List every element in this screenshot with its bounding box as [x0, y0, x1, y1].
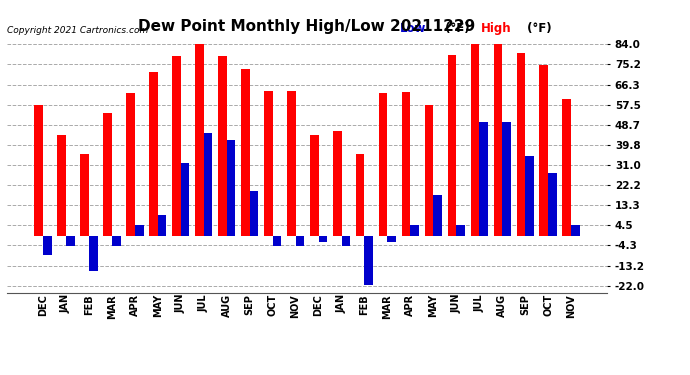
Bar — [433, 195, 442, 236]
Bar — [126, 93, 135, 236]
Bar — [264, 91, 273, 236]
Bar — [471, 44, 480, 236]
Bar — [287, 91, 295, 236]
Bar — [424, 105, 433, 236]
Bar — [319, 236, 327, 242]
Bar — [195, 44, 204, 236]
Bar — [43, 236, 52, 255]
Bar — [342, 236, 351, 246]
Text: High: High — [481, 22, 512, 35]
Title: Dew Point Monthly High/Low 20211229: Dew Point Monthly High/Low 20211229 — [139, 18, 475, 33]
Bar — [525, 156, 534, 236]
Bar — [356, 154, 364, 236]
Bar — [181, 163, 190, 236]
Bar — [388, 236, 396, 242]
Bar — [333, 131, 342, 236]
Bar — [57, 135, 66, 236]
Bar — [158, 215, 166, 236]
Bar — [310, 135, 319, 236]
Bar — [448, 55, 456, 236]
Bar — [66, 236, 75, 246]
Bar — [218, 56, 226, 236]
Bar — [402, 92, 411, 236]
Text: Copyright 2021 Cartronics.com: Copyright 2021 Cartronics.com — [7, 26, 148, 35]
Bar — [112, 236, 121, 246]
Bar — [250, 191, 258, 236]
Text: (°F): (°F) — [523, 22, 552, 35]
Bar — [295, 236, 304, 246]
Bar — [89, 236, 97, 271]
Bar — [517, 54, 525, 236]
Bar — [364, 236, 373, 285]
Text: Low: Low — [400, 22, 426, 35]
Bar — [562, 99, 571, 236]
Bar — [149, 72, 158, 236]
Bar — [204, 133, 213, 236]
Bar — [571, 225, 580, 236]
Bar — [135, 225, 144, 236]
Bar — [411, 225, 419, 236]
Bar — [456, 225, 465, 236]
Text: (°F): (°F) — [441, 22, 469, 35]
Bar — [273, 236, 282, 246]
Bar — [493, 44, 502, 236]
Bar — [502, 122, 511, 236]
Bar — [34, 105, 43, 236]
Bar — [480, 122, 488, 236]
Bar — [80, 154, 89, 236]
Bar — [549, 173, 557, 236]
Bar — [226, 140, 235, 236]
Bar — [103, 112, 112, 236]
Bar — [241, 69, 250, 236]
Bar — [540, 65, 549, 236]
Bar — [379, 93, 388, 236]
Bar — [172, 56, 181, 236]
